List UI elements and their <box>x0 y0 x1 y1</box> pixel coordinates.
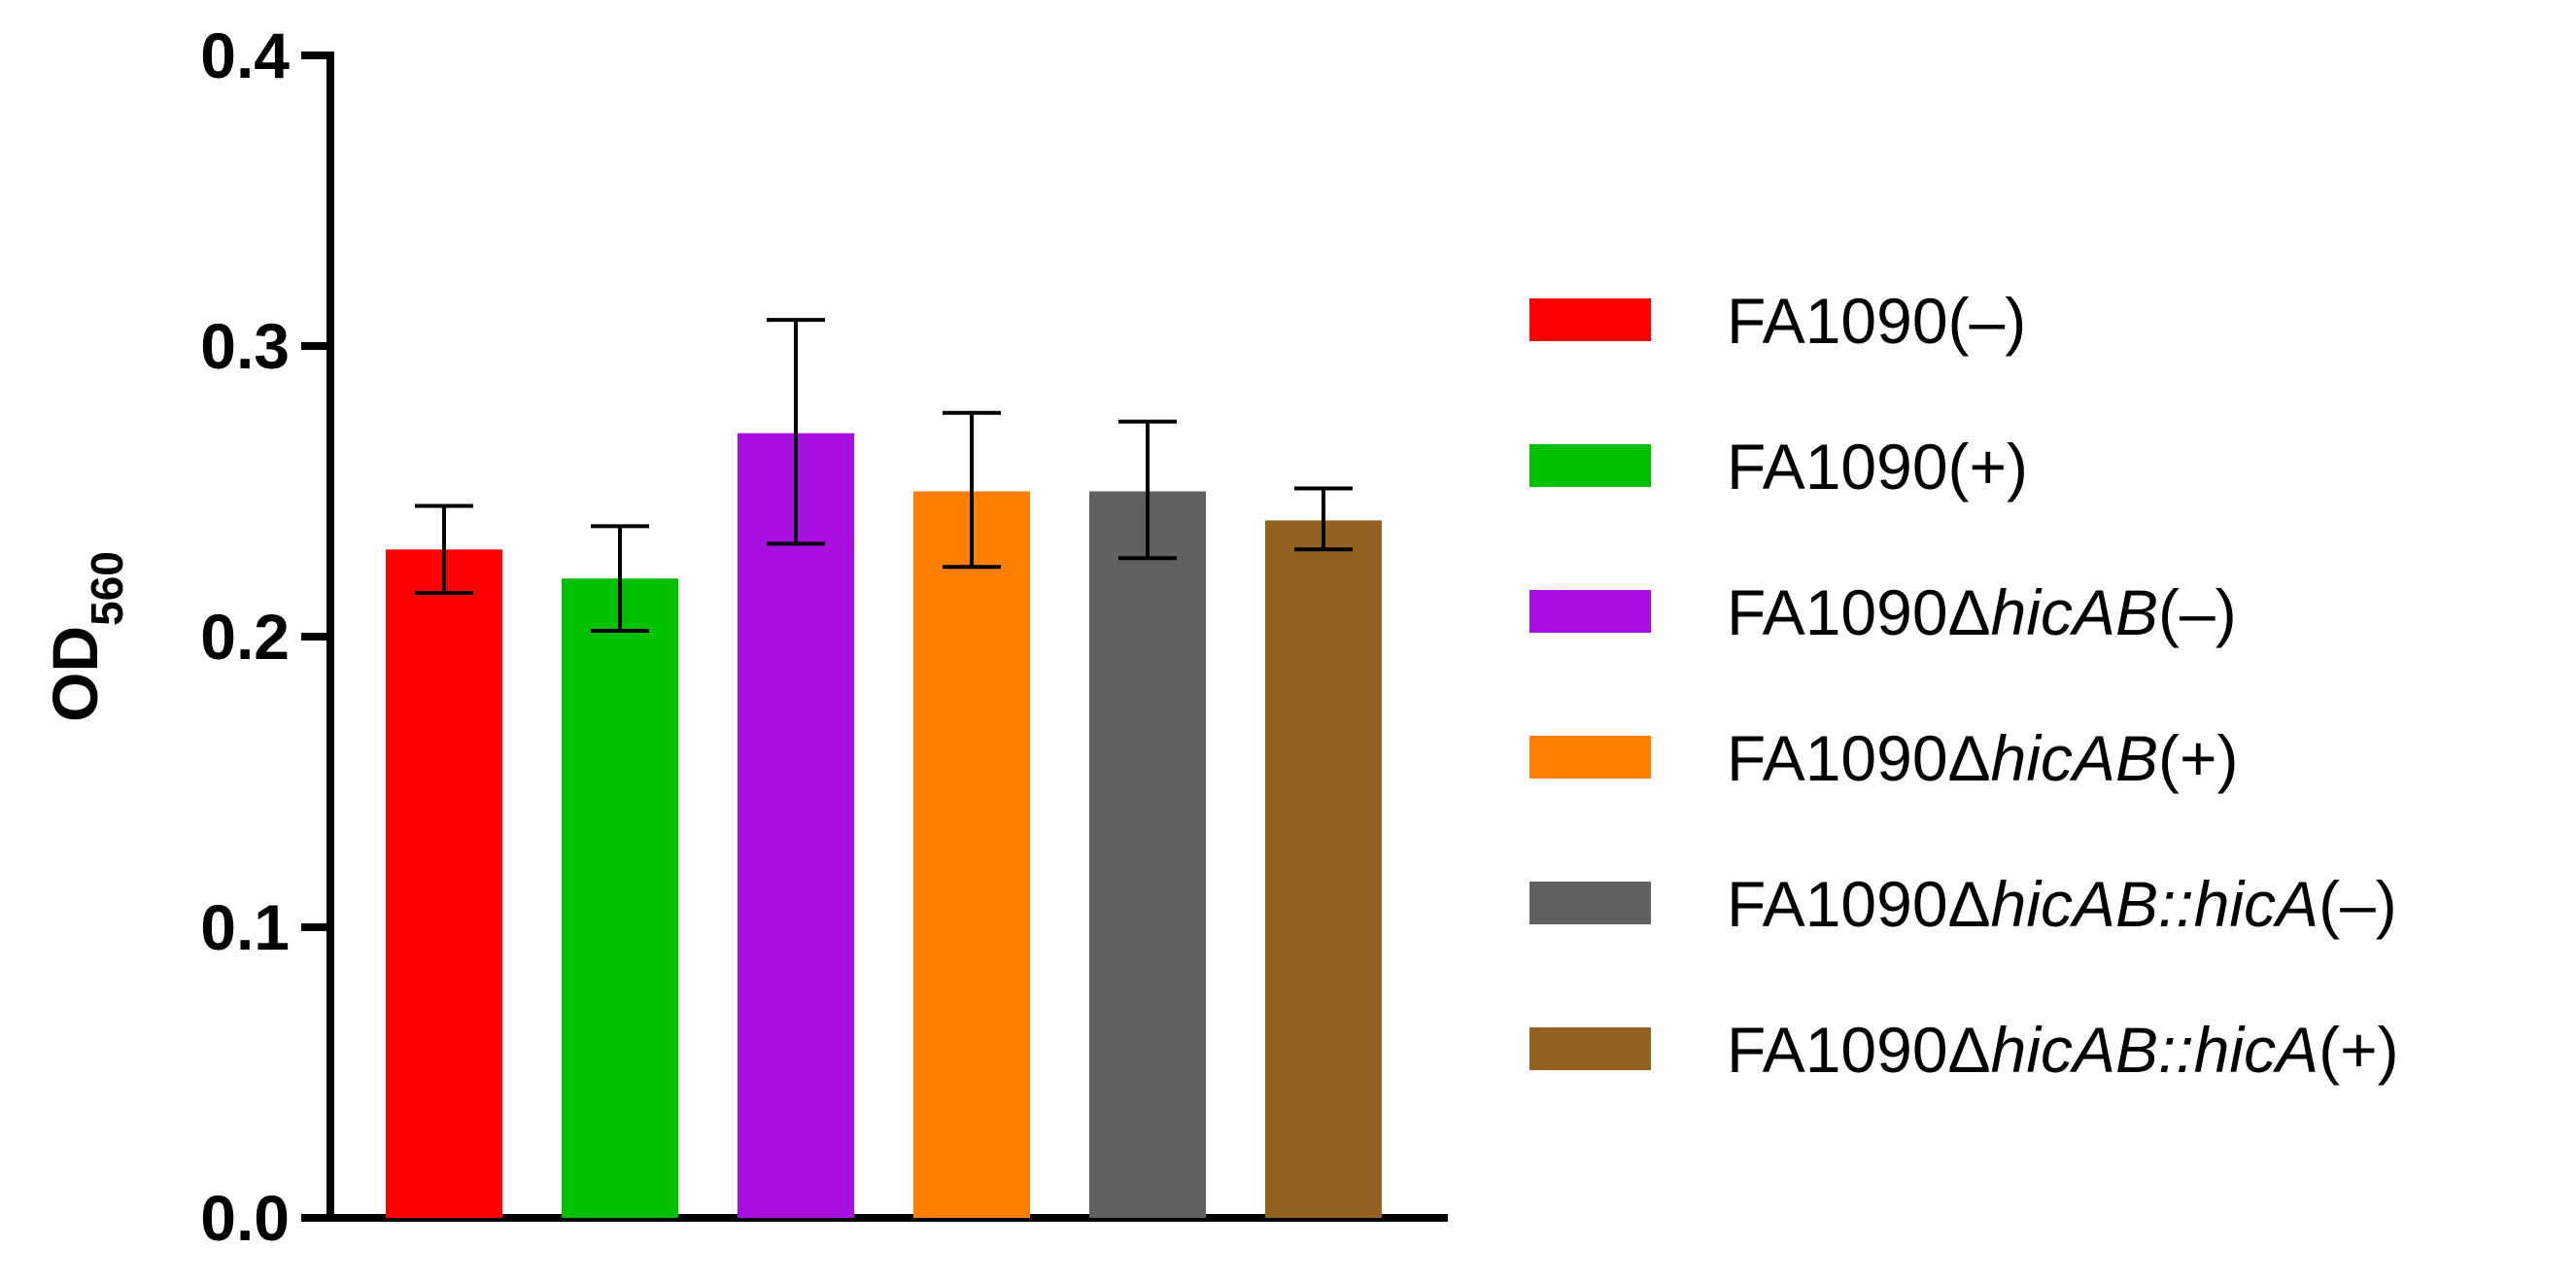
bars <box>386 433 1382 1218</box>
legend-label-part: FA1090(–) <box>1727 285 2026 357</box>
y-tick-label: 0.4 <box>200 19 290 91</box>
legend-label-part: FA1090Δ <box>1727 1014 1991 1086</box>
legend-label-part: (–) <box>2158 576 2237 648</box>
legend-swatch <box>1529 736 1651 779</box>
legend-label: FA1090(+) <box>1727 431 2028 503</box>
legend-label: FA1090ΔhicAB::hicA(+) <box>1727 1014 2399 1086</box>
legend-swatch <box>1529 444 1651 487</box>
bar <box>386 549 502 1218</box>
legend-swatch <box>1529 882 1651 924</box>
axes: 0.0 0.1 0.2 0.3 0.4 OD560 <box>39 19 1448 1254</box>
y-axis-title-main: OD <box>39 626 111 722</box>
legend-label-part: FA1090Δ <box>1727 722 1991 794</box>
bar <box>913 491 1030 1218</box>
bar <box>1265 520 1382 1218</box>
legend-label: FA1090ΔhicAB(–) <box>1727 576 2237 648</box>
legend-swatch <box>1529 1027 1651 1070</box>
legend-label-part: (–) <box>2318 868 2397 940</box>
y-axis-title-subscript: 560 <box>82 551 132 626</box>
legend-label: FA1090ΔhicAB(+) <box>1727 722 2239 794</box>
bar <box>738 433 854 1218</box>
legend-swatch <box>1529 590 1651 633</box>
legend-label-part: hicAB <box>1991 722 2158 794</box>
bar <box>1089 491 1206 1218</box>
legend: FA1090(–)FA1090(+)FA1090ΔhicAB(–)FA1090Δ… <box>1529 285 2399 1086</box>
legend-label-part: (+) <box>2318 1014 2399 1086</box>
legend-label-part: (+) <box>2158 722 2239 794</box>
legend-label-part: FA1090(+) <box>1727 431 2028 503</box>
legend-label-part: hicAB::hicA <box>1991 1014 2318 1086</box>
y-tick-label: 0.0 <box>200 1182 290 1254</box>
y-tick-label: 0.2 <box>200 601 290 673</box>
y-tick-label: 0.1 <box>200 891 290 963</box>
legend-label-part: FA1090Δ <box>1727 576 1991 648</box>
legend-label-part: hicAB::hicA <box>1991 868 2318 940</box>
legend-swatch <box>1529 298 1651 341</box>
error-bars <box>415 318 1353 634</box>
legend-label-part: hicAB <box>1991 576 2158 648</box>
y-axis-title: OD560 <box>39 551 132 722</box>
legend-label-part: FA1090Δ <box>1727 868 1991 940</box>
bar <box>562 578 678 1218</box>
y-tick-label: 0.3 <box>200 310 290 382</box>
legend-label: FA1090(–) <box>1727 285 2026 357</box>
legend-label: FA1090ΔhicAB::hicA(–) <box>1727 868 2397 940</box>
